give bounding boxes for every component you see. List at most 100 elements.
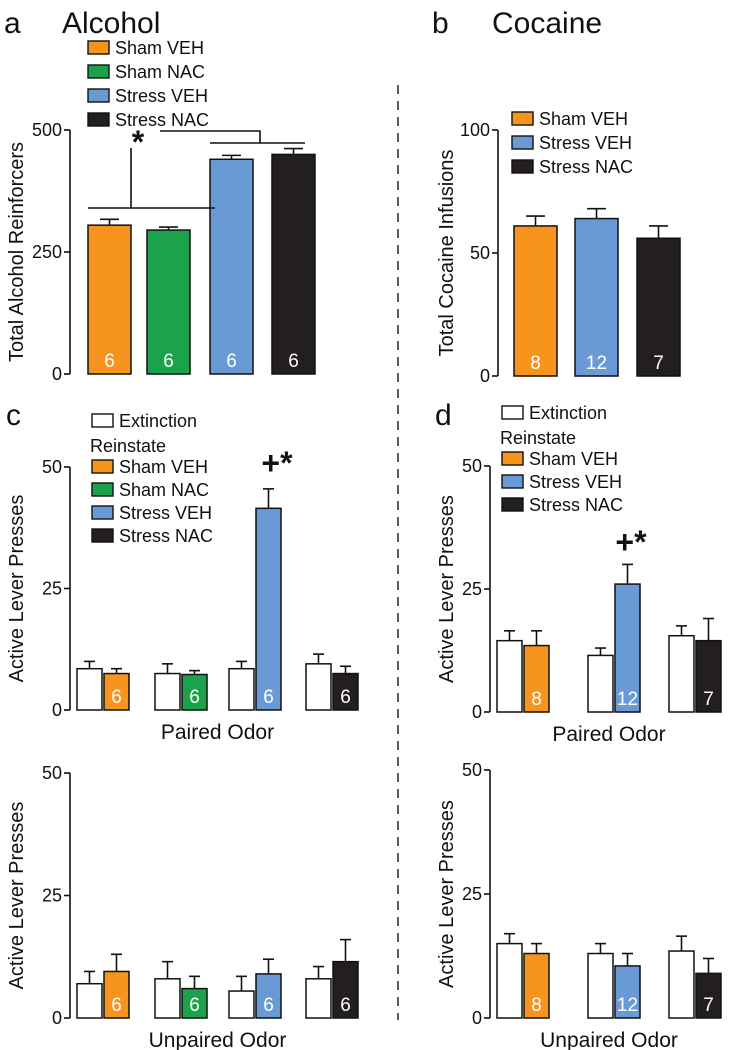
panel-c-unpaired-bar-reinstate-stress-nac-n-label: 6 [340, 995, 351, 1016]
panel-c-paired-significance: +* [261, 445, 293, 481]
panel-c-unpaired-y-tick-label: 25 [42, 886, 62, 906]
panel-c-legend-stress-nac: Stress NAC [119, 526, 213, 546]
panel-a-bar-sham-veh [87, 224, 132, 375]
panel-d-unpaired-bar-reinstate-sham-veh-n-label: 8 [531, 995, 542, 1016]
legend-swatch-stress-veh [511, 135, 534, 150]
panel-d-paired-x-axis-label: Paired Odor [552, 723, 665, 746]
panel-a-bar-stress-nac-n-label: 6 [288, 351, 299, 372]
legend-swatch-stress-nac [501, 497, 524, 512]
panel-a-y-tick-label: 0 [52, 364, 62, 384]
panel-c-unpaired-bar-reinstate-stress-veh-n-label: 6 [263, 995, 274, 1016]
panel-d-unpaired-bar-extinction-stress-nac [668, 950, 695, 1019]
panel-c-unpaired-y-axis-label: Active Lever Presses [6, 802, 28, 990]
panel-b-title: Cocaine [492, 7, 602, 40]
panel-d-unpaired-bar-reinstate-stress-nac [695, 972, 722, 1019]
panel-c-legend-title: Reinstate [90, 436, 166, 456]
panel-a-bar-sham-veh-n-label: 6 [104, 351, 115, 372]
panel-d-paired-bar-reinstate-stress-veh-n-label: 12 [617, 689, 638, 710]
panel-d-letter: d [435, 399, 452, 432]
panel-d-legend-stress-veh: Stress VEH [529, 472, 622, 492]
panel-d-unpaired-x-axis-label: Unpaired Odor [540, 1029, 678, 1050]
panel-d-paired-y-tick-label: 0 [472, 702, 482, 722]
panel-d-legend-title: Reinstate [500, 428, 576, 448]
panel-a-y-tick-label: 250 [32, 242, 62, 262]
panel-d-unpaired-y-tick-label: 25 [462, 884, 482, 904]
panel-b-bar-sham-veh-n-label: 8 [530, 353, 541, 374]
panel-c-unpaired-bar-reinstate-sham-veh [103, 970, 130, 1019]
panel-d-paired-y-tick-label: 50 [462, 456, 482, 476]
panel-d-unpaired-bar-reinstate-stress-veh-n-label: 12 [617, 995, 638, 1016]
panel-d-unpaired-bar-extinction-stress-veh [587, 952, 614, 1019]
panel-b-y-tick-label: 100 [460, 120, 490, 140]
legend-swatch-extinction [501, 405, 524, 420]
panel-a-y-axis-label: Total Alcohol Reinforcers [6, 142, 28, 362]
panel-b-legend-stress-nac: Stress NAC [539, 157, 633, 177]
panel-d-unpaired-bar-reinstate-stress-veh [614, 965, 641, 1019]
panel-d-paired-bar-extinction-sham-veh [496, 639, 523, 713]
panel-a-bar-stress-nac [271, 153, 316, 375]
panel-d-paired-significance: +* [615, 524, 647, 560]
legend-swatch-sham-veh [511, 111, 534, 126]
panel-d-unpaired-bar-extinction-sham-veh [496, 942, 523, 1019]
panel-c-paired-y-tick-label: 0 [52, 700, 62, 720]
panel-b-bar-sham-veh [513, 225, 558, 377]
panel-d-unpaired-y-tick-label: 50 [462, 760, 482, 780]
panel-a-legend-sham-nac: Sham NAC [115, 62, 205, 82]
panel-d-unpaired-y-axis-label: Active Lever Presses [436, 800, 458, 988]
legend-swatch-stress-veh [87, 88, 110, 103]
panel-d-legend-sham-veh: Sham VEH [529, 449, 618, 469]
panel-c-paired-bar-reinstate-sham-nac-n-label: 6 [189, 687, 200, 708]
panel-c-paired-y-axis-label: Active Lever Presses [6, 495, 28, 683]
panel-c-paired-bar-reinstate-stress-veh-n-label: 6 [263, 687, 274, 708]
panel-a-legend-sham-veh: Sham VEH [115, 38, 204, 58]
legend-swatch-stress-veh [91, 505, 114, 520]
panel-c-paired-bar-reinstate-sham-veh [103, 672, 130, 711]
panel-b-bar-stress-veh-n-label: 12 [586, 353, 607, 374]
panel-c-paired-x-axis-label: Paired Odor [161, 721, 274, 744]
panel-c-unpaired-bar-extinction-sham-veh [76, 982, 103, 1019]
panel-d-paired-bar-extinction-stress-nac [668, 634, 695, 713]
panel-d-paired-y-axis-label: Active Lever Presses [436, 495, 458, 683]
panel-c-unpaired-bar-reinstate-stress-veh [255, 973, 282, 1019]
panel-a-bar-sham-nac [146, 229, 191, 375]
panel-a-significance: * [132, 124, 145, 160]
panel-c-unpaired-bar-reinstate-sham-veh-n-label: 6 [111, 995, 122, 1016]
panel-a-y-tick-label: 500 [32, 120, 62, 140]
panel-c-unpaired-bar-extinction-stress-nac [305, 978, 332, 1019]
panel-c-legend-sham-nac: Sham NAC [119, 480, 209, 500]
panel-c-paired-bar-reinstate-sham-veh-n-label: 6 [111, 687, 122, 708]
panel-c-chart: 0 25 50 Active Lever Presses 6 6 6 6 Paired Odor… [6, 411, 359, 1050]
panel-d-legend-extinction: Extinction [529, 403, 607, 423]
panel-c-legend-extinction: Extinction [119, 411, 197, 431]
panel-a-comparison-bracket [88, 130, 305, 209]
panel-c-paired-bar-reinstate-stress-nac-n-label: 6 [340, 687, 351, 708]
panel-c-paired-bar-extinction-sham-nac [154, 672, 181, 711]
panel-b-legend-sham-veh: Sham VEH [539, 109, 628, 129]
panel-c-letter: c [6, 399, 21, 432]
legend-swatch-sham-veh [501, 451, 524, 466]
panel-d-paired-bar-reinstate-sham-veh [523, 644, 550, 713]
panel-d-paired-bar-reinstate-stress-veh [614, 583, 641, 713]
panel-c-paired-bar-reinstate-stress-nac [332, 672, 359, 711]
panel-d-legend-stress-nac: Stress NAC [529, 495, 623, 515]
panel-a-bar-stress-veh [209, 158, 254, 375]
legend-swatch-stress-nac [87, 112, 110, 127]
panel-b-y-tick-label: 0 [480, 366, 490, 386]
legend-swatch-stress-nac [511, 159, 534, 174]
panel-c-unpaired-bar-extinction-sham-nac [154, 978, 181, 1019]
legend-swatch-sham-nac [87, 64, 110, 79]
panel-c-paired-bar-extinction-stress-veh [228, 667, 255, 711]
panel-c-paired-bar-extinction-sham-veh [76, 667, 103, 711]
panel-c-legend-stress-veh: Stress VEH [119, 503, 212, 523]
legend-swatch-stress-veh [501, 474, 524, 489]
panel-b-y-axis-label: Total Cocaine Infusions [436, 150, 458, 357]
panel-c-paired-y-tick-label: 50 [42, 457, 62, 477]
panel-b-bar-stress-nac [636, 237, 681, 377]
panel-d-paired-bar-reinstate-sham-veh-n-label: 8 [531, 689, 542, 710]
panel-d-unpaired-y-tick-label: 0 [472, 1008, 482, 1028]
legend-swatch-extinction [91, 413, 114, 428]
